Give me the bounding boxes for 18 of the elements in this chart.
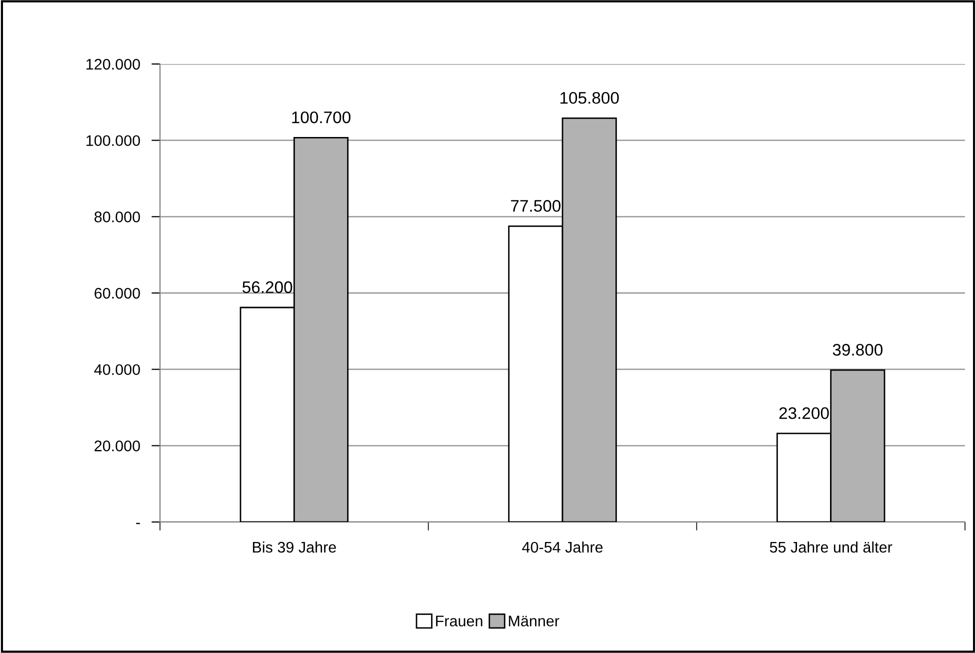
data-label: 100.700 [292, 111, 350, 124]
y-tick-label: 100.000 [86, 135, 140, 146]
x-tick-label: 40-54 Jahre [522, 541, 603, 553]
data-label: 56.200 [242, 281, 292, 294]
legend-label: Frauen [436, 616, 482, 626]
y-tick-label: 120.000 [86, 58, 140, 70]
x-tick-label: 55 Jahre und älter [770, 541, 892, 553]
y-tick-label: 60.000 [94, 288, 140, 299]
data-label: 105.800 [560, 92, 619, 104]
data-label: 23.200 [779, 407, 829, 420]
data-label: 39.800 [832, 344, 883, 356]
y-tick-label: 80.000 [94, 212, 140, 222]
y-tick-label: - [136, 522, 140, 524]
legend-label: Männer [508, 616, 560, 626]
y-tick-label: 40.000 [94, 364, 140, 376]
data-label: 77.500 [511, 200, 561, 212]
x-tick-label: Bis 39 Jahre [252, 541, 336, 553]
y-tick-label: 20.000 [94, 440, 140, 452]
